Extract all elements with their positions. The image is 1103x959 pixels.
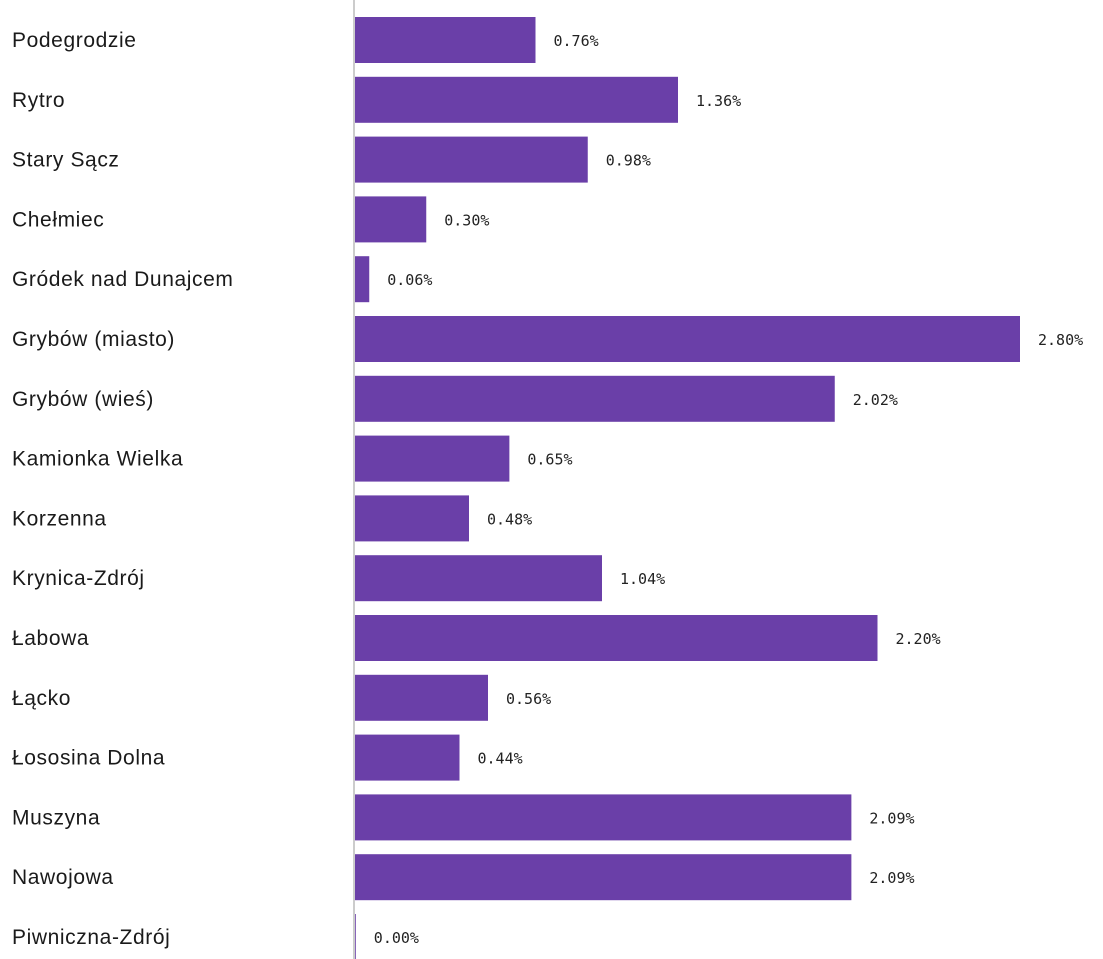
bar <box>355 914 356 959</box>
category-label: Łososina Dolna <box>12 747 165 770</box>
bars-layer <box>355 17 1020 959</box>
category-label: Nawojowa <box>12 866 114 889</box>
bar <box>355 495 469 542</box>
bar <box>355 17 536 63</box>
category-labels: Podegrodzie Rytro Stary Sącz Chełmiec Gródek… <box>12 29 234 949</box>
value-label: 2.09% <box>869 809 914 827</box>
bar <box>355 375 835 422</box>
value-label: 0.48% <box>487 510 532 528</box>
bar <box>355 555 602 602</box>
category-label: Grybów (wieś) <box>12 388 154 411</box>
value-label: 0.00% <box>374 929 419 947</box>
category-label: Kamionka Wielka <box>12 448 183 471</box>
bar <box>355 316 1020 362</box>
category-label: Muszyna <box>12 806 100 829</box>
category-label: Grybów (miasto) <box>12 328 175 351</box>
value-label: 0.30% <box>444 211 489 229</box>
category-label: Rytro <box>12 89 65 112</box>
category-label: Piwniczna-Zdrój <box>12 926 170 949</box>
value-label: 2.09% <box>869 869 914 887</box>
category-label: Łabowa <box>12 627 89 650</box>
category-label: Gródek nad Dunajcem <box>12 268 234 291</box>
value-label: 1.36% <box>696 92 741 110</box>
bar <box>355 76 678 123</box>
category-label: Łącko <box>12 687 71 710</box>
bar <box>355 674 488 721</box>
value-label: 1.04% <box>620 570 665 588</box>
value-label: 2.20% <box>896 630 941 648</box>
category-label: Chełmiec <box>12 208 104 231</box>
category-label: Krynica-Zdrój <box>12 567 145 590</box>
value-label: 0.98% <box>606 152 651 170</box>
bar <box>355 854 852 901</box>
value-label: 0.56% <box>506 690 551 708</box>
category-label: Podegrodzie <box>12 29 137 52</box>
category-label: Korzenna <box>12 507 107 530</box>
bar <box>355 196 427 243</box>
value-label: 2.80% <box>1038 331 1083 349</box>
value-label: 0.76% <box>554 32 599 50</box>
value-label: 2.02% <box>853 391 898 409</box>
category-label: Stary Sącz <box>12 149 120 172</box>
value-labels: 0.76% 1.36% 0.98% 0.30% 0.06% 2.80% 2.02% 0.65%… <box>374 32 1083 947</box>
value-label: 0.44% <box>478 750 523 768</box>
value-label: 0.65% <box>527 451 572 469</box>
value-label: 0.06% <box>387 271 432 289</box>
bar <box>355 435 510 482</box>
bar <box>355 734 460 781</box>
bar <box>355 615 878 661</box>
bar <box>355 136 588 183</box>
bar <box>355 794 852 841</box>
bar <box>355 256 370 303</box>
